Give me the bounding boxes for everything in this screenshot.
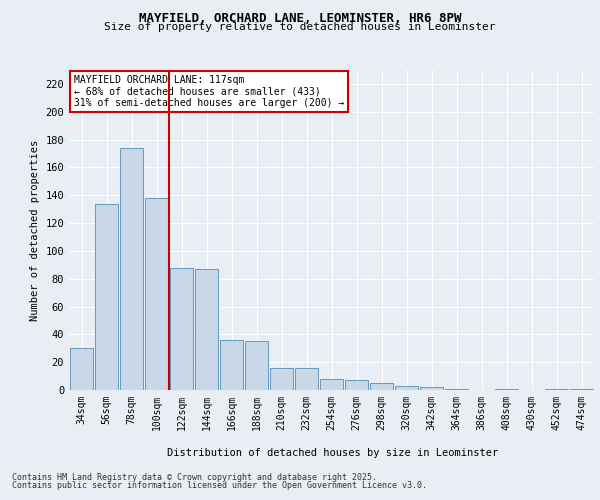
Text: MAYFIELD ORCHARD LANE: 117sqm
← 68% of detached houses are smaller (433)
31% of : MAYFIELD ORCHARD LANE: 117sqm ← 68% of d… bbox=[74, 75, 344, 108]
Bar bbox=[170, 268, 193, 390]
Bar bbox=[419, 387, 443, 390]
Bar bbox=[194, 269, 218, 390]
Text: Contains HM Land Registry data © Crown copyright and database right 2025.: Contains HM Land Registry data © Crown c… bbox=[12, 472, 377, 482]
Bar bbox=[494, 388, 518, 390]
Text: Contains public sector information licensed under the Open Government Licence v3: Contains public sector information licen… bbox=[12, 481, 427, 490]
Text: Size of property relative to detached houses in Leominster: Size of property relative to detached ho… bbox=[104, 22, 496, 32]
Bar bbox=[119, 148, 143, 390]
Bar bbox=[269, 368, 293, 390]
Bar bbox=[220, 340, 244, 390]
Text: Distribution of detached houses by size in Leominster: Distribution of detached houses by size … bbox=[167, 448, 499, 458]
Bar bbox=[445, 388, 469, 390]
Bar bbox=[344, 380, 368, 390]
Bar bbox=[370, 383, 394, 390]
Bar bbox=[569, 388, 593, 390]
Bar bbox=[545, 388, 568, 390]
Bar bbox=[395, 386, 418, 390]
Bar bbox=[95, 204, 118, 390]
Bar bbox=[70, 348, 94, 390]
Bar bbox=[245, 342, 268, 390]
Bar bbox=[145, 198, 169, 390]
Y-axis label: Number of detached properties: Number of detached properties bbox=[30, 140, 40, 320]
Bar bbox=[320, 379, 343, 390]
Bar bbox=[295, 368, 319, 390]
Text: MAYFIELD, ORCHARD LANE, LEOMINSTER, HR6 8PW: MAYFIELD, ORCHARD LANE, LEOMINSTER, HR6 … bbox=[139, 12, 461, 26]
